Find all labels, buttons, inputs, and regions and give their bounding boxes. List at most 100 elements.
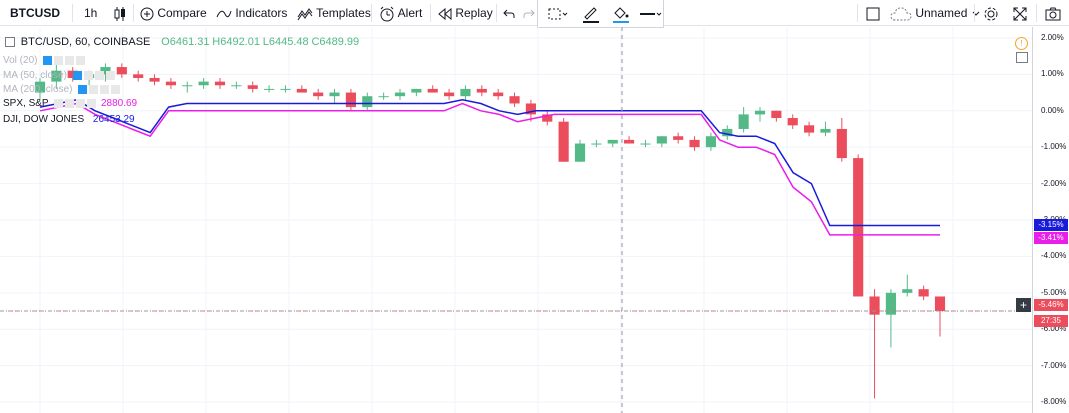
undo-button[interactable]: [503, 0, 515, 26]
candle-body: [182, 85, 193, 87]
close-icon[interactable]: [76, 55, 86, 65]
indicator-controls[interactable]: [43, 55, 87, 66]
candle-body: [509, 96, 520, 104]
more-icon[interactable]: [100, 84, 110, 94]
candle-body: [705, 136, 716, 148]
price-axis-label: -6.00%: [1041, 324, 1067, 334]
candle-body: [394, 92, 406, 97]
drawing-floating-toolbar: [537, 0, 664, 28]
camera-icon: [1045, 7, 1061, 21]
candle-body: [214, 81, 226, 86]
pencil-icon: [583, 7, 599, 23]
replay-rewind-icon: [438, 7, 452, 20]
fill-color-button[interactable]: [612, 0, 630, 26]
alert-button[interactable]: Alert: [379, 0, 422, 26]
redo-button[interactable]: [523, 0, 535, 26]
pencil-color-button[interactable]: [582, 0, 600, 26]
chart-style-button[interactable]: [113, 0, 127, 26]
layout-menu-button[interactable]: Unnamed: [890, 0, 981, 26]
eye-icon[interactable]: [83, 70, 93, 80]
eye-icon[interactable]: [65, 98, 75, 108]
candle-body: [656, 136, 667, 144]
candle-body: [738, 114, 749, 129]
candle-body: [34, 81, 46, 93]
price-axis-label: -7.00%: [1041, 360, 1067, 370]
price-axis[interactable]: 2.00%1.00%0.00%-1.00%-2.00%-3.00%-4.00%-…: [1032, 27, 1069, 413]
indicators-button[interactable]: Indicators: [216, 0, 287, 26]
interval-button[interactable]: 1h: [84, 6, 98, 20]
indicator-controls[interactable]: [72, 70, 117, 81]
settings-button[interactable]: [983, 0, 999, 26]
close-icon[interactable]: [87, 98, 97, 108]
candle-body: [198, 81, 209, 86]
toolbar-divider: [496, 4, 497, 22]
settings-icon[interactable]: [43, 55, 53, 65]
candle-body: [934, 296, 946, 312]
settings-icon[interactable]: [1016, 52, 1028, 63]
candle-body: [427, 88, 438, 93]
settings-icon[interactable]: [72, 70, 82, 80]
templates-button[interactable]: Templates: [297, 0, 371, 26]
candle-body: [264, 88, 275, 90]
close-value: C6489.99: [311, 36, 360, 48]
close-icon[interactable]: [105, 70, 115, 80]
candle-body: [722, 128, 733, 137]
cloud-icon: [890, 7, 912, 21]
compare-button[interactable]: Compare: [140, 0, 207, 26]
candle-body: [820, 128, 831, 133]
candle-body: [574, 143, 586, 162]
indicator-controls[interactable]: [54, 98, 98, 109]
candle-body: [918, 289, 929, 297]
symbol-search[interactable]: BTCUSD: [10, 6, 60, 20]
snapshot-button[interactable]: [1045, 0, 1061, 26]
candle-body: [673, 136, 684, 140]
collapse-legend-icon[interactable]: [5, 37, 15, 48]
more-icon[interactable]: [65, 55, 75, 65]
fullscreen-toggle[interactable]: [866, 0, 880, 26]
spx-legend[interactable]: SPX, S&P 2880.69: [3, 98, 137, 109]
candle-body: [149, 77, 160, 82]
chart-canvas[interactable]: [0, 27, 1032, 413]
indicators-icon: [216, 10, 232, 18]
ma200-legend[interactable]: MA (200, close): [3, 84, 122, 95]
bar-countdown: 27:35: [1034, 315, 1068, 327]
candle-body: [378, 96, 389, 98]
chevron-down-icon: [972, 11, 980, 16]
main-series-legend: BTC/USD, 60, COINBASE O6461.31 H6492.01 …: [5, 36, 359, 48]
candle-body: [591, 143, 602, 145]
eye-icon[interactable]: [54, 55, 64, 65]
eye-icon[interactable]: [89, 84, 99, 94]
toolbar-divider: [133, 4, 134, 22]
alert-label: Alert: [397, 6, 423, 20]
candle-body: [100, 67, 111, 75]
alarm-clock-icon: [380, 6, 394, 22]
line-style-button[interactable]: [639, 0, 663, 26]
dji-label: DJI, DOW JONES: [3, 114, 85, 125]
candle-body: [885, 292, 896, 315]
replay-button[interactable]: Replay: [438, 0, 493, 26]
candle-body: [362, 96, 373, 108]
ma50-legend[interactable]: MA (50, close): [3, 70, 117, 81]
selection-tool-button[interactable]: [548, 0, 568, 26]
settings-icon[interactable]: [78, 84, 88, 94]
indicator-controls[interactable]: [78, 84, 122, 95]
toolbar-divider: [72, 4, 73, 22]
candle-body: [444, 92, 455, 97]
candle-body: [869, 296, 880, 315]
crosshair-price-marker[interactable]: +: [1016, 298, 1031, 312]
low-value: L6445.48: [262, 36, 309, 48]
close-icon[interactable]: [111, 84, 121, 94]
indicators-label: Indicators: [235, 6, 288, 20]
volume-legend[interactable]: Vol (20): [3, 55, 87, 66]
settings-icon[interactable]: [54, 98, 64, 108]
top-toolbar: BTCUSD 1h Compare Indicators Templates A…: [0, 0, 1069, 28]
chart-pane[interactable]: BTC/USD, 60, COINBASE O6461.31 H6492.01 …: [0, 27, 1032, 413]
candle-body: [329, 92, 340, 97]
candle-body: [280, 88, 291, 90]
expand-button[interactable]: [1013, 0, 1027, 26]
dji-legend[interactable]: DJI, DOW JONES 26453.29: [3, 114, 135, 125]
more-icon[interactable]: [76, 98, 86, 108]
symbol-title[interactable]: BTC/USD, 60, COINBASE: [20, 36, 151, 48]
info-icon[interactable]: !: [1015, 37, 1028, 50]
more-icon[interactable]: [94, 70, 104, 80]
